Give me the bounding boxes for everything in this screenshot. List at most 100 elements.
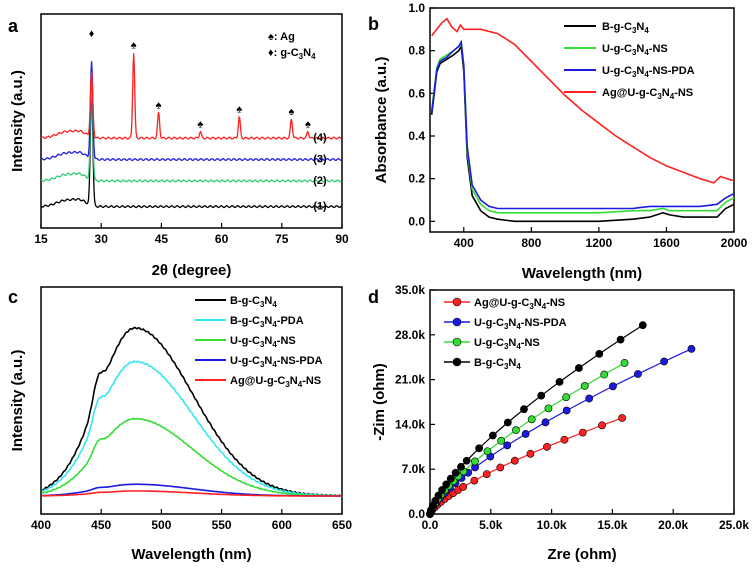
y-axis-label: Intensity (a.u.): [9, 70, 26, 172]
x-tick-label: 1600: [653, 236, 680, 250]
legend-gcn: ♦: g-C3N4: [268, 47, 316, 61]
y-axis-label: Absorbance (a.u.): [373, 57, 390, 184]
data-point: [544, 404, 553, 413]
x-tick-label: 75: [275, 232, 289, 246]
x-tick-label: 45: [155, 232, 169, 246]
data-point: [562, 393, 571, 402]
x-tick-label: 30: [95, 232, 109, 246]
legend-text: B-g-C3N4-PDA: [230, 315, 304, 329]
legend-text: Ag@U-g-C3N4-NS: [230, 375, 321, 389]
diamond-marker: ♦: [89, 28, 95, 40]
legend-ag: ♠: Ag: [268, 31, 295, 43]
legend-text: U-g-C3N4-NS-PDA: [474, 317, 567, 331]
spade-marker: ♠: [131, 40, 137, 52]
data-point: [434, 491, 443, 500]
x-tick-label: 10.0k: [537, 518, 567, 532]
y-tick-label: 0.8: [408, 44, 425, 58]
data-point: [620, 359, 629, 367]
series-label: (4): [313, 132, 327, 144]
x-tick-label: 25.0k: [719, 518, 749, 532]
legend-text: U-g-C3N4-NS: [230, 335, 296, 349]
y-tick-label: 0.0: [408, 214, 425, 228]
x-axis-label: 2θ (degree): [152, 262, 232, 279]
data-point: [598, 421, 606, 430]
series-c-0: [42, 326, 343, 498]
legend-text: U-g-C3N4-NS-PDA: [602, 65, 695, 79]
x-tick-label: 2000: [721, 236, 748, 250]
y-tick-label: 0.6: [408, 86, 425, 100]
data-point: [482, 470, 491, 479]
y-tick-label: 28.0k: [395, 328, 425, 342]
series-label: (2): [313, 175, 327, 187]
series-c-2: [41, 417, 343, 497]
data-point: [510, 456, 519, 465]
x-tick-label: 800: [521, 236, 541, 250]
data-point: [660, 357, 669, 366]
data-point: [560, 435, 569, 444]
data-point: [526, 449, 535, 458]
panel-label-b: b: [368, 14, 379, 34]
data-point: [616, 335, 625, 344]
data-point: [609, 382, 617, 391]
x-tick-label: 60: [215, 232, 229, 246]
data-point: [580, 382, 589, 390]
series-label: (3): [313, 154, 327, 166]
data-point: [618, 414, 627, 422]
series-b-0: [430, 43, 735, 223]
spade-marker: ♠: [236, 104, 242, 116]
data-point: [521, 430, 530, 438]
data-point: [457, 462, 465, 471]
panel-a-frame: [40, 13, 343, 229]
x-tick-label: 600: [272, 518, 292, 532]
series-c-4: [42, 490, 342, 497]
series-b-2: [430, 39, 735, 210]
data-point: [438, 486, 447, 494]
series-c-1: [41, 360, 343, 498]
panel-b-frame: [429, 7, 735, 233]
panel-label-a: a: [8, 16, 19, 36]
data-point: [512, 426, 520, 435]
data-point: [503, 418, 512, 427]
y-axis-label: -Zim (ohm): [371, 363, 388, 440]
x-tick-label: 550: [212, 518, 232, 532]
data-point: [555, 378, 564, 386]
panel-c-frame: [40, 286, 343, 515]
panel-d-frame: [429, 289, 735, 515]
x-tick-label: 15: [34, 232, 48, 246]
legend-marker: [452, 357, 462, 367]
data-point: [497, 436, 506, 445]
series-a-0: [40, 88, 342, 209]
x-tick-label: 400: [454, 236, 474, 250]
y-axis-label: Intensity (a.u.): [9, 350, 26, 452]
legend-marker: [452, 317, 462, 327]
x-tick-label: 450: [91, 518, 111, 532]
data-point: [442, 480, 451, 489]
x-tick-label: 650: [332, 518, 352, 532]
x-tick-label: 5.0k: [479, 518, 503, 532]
legend-text: B-g-C3N4: [602, 21, 649, 35]
legend-text: B-g-C3N4: [230, 295, 277, 309]
x-axis-label: Wavelength (nm): [522, 265, 642, 282]
x-tick-label: 90: [335, 232, 349, 246]
data-point: [475, 444, 484, 453]
legend-text: B-g-C3N4: [474, 357, 521, 371]
x-tick-label: 500: [151, 518, 171, 532]
y-tick-label: 0.2: [408, 172, 425, 186]
x-tick-label: 1200: [586, 236, 613, 250]
data-point: [520, 405, 528, 414]
series-b-3: [431, 17, 735, 184]
data-point: [634, 370, 642, 378]
y-tick-label: 14.0k: [395, 417, 425, 431]
y-tick-label: 7.0k: [402, 462, 426, 476]
data-point: [462, 456, 471, 465]
data-point: [451, 468, 460, 477]
data-point: [459, 483, 468, 491]
y-tick-label: 35.0k: [395, 283, 425, 297]
data-point: [483, 447, 492, 456]
panel-label-d: d: [368, 287, 379, 307]
legend-text: U-g-C3N4-NS: [602, 43, 668, 57]
y-tick-label: 1.0: [408, 1, 425, 15]
y-tick-label: 0.4: [408, 129, 425, 143]
legend-marker: [452, 337, 462, 347]
